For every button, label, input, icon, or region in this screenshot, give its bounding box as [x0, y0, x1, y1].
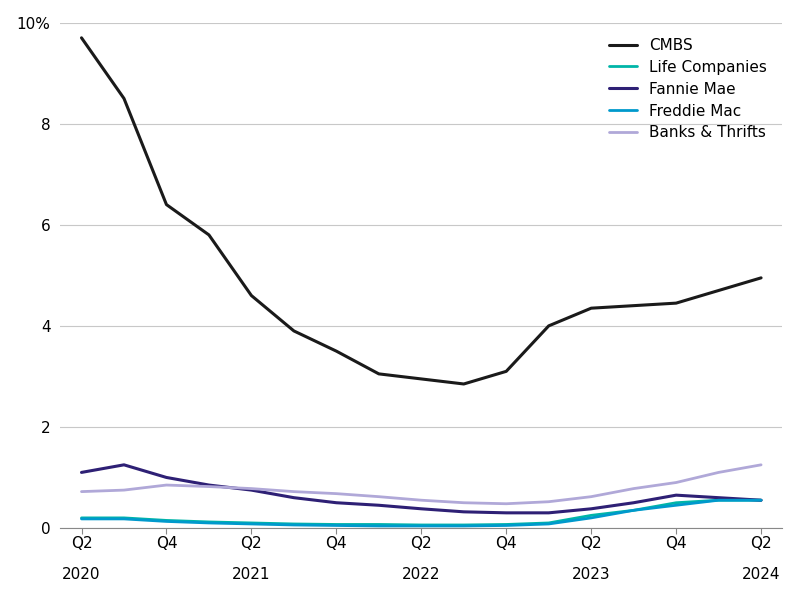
CMBS: [714, 287, 723, 294]
Life Companies: [289, 520, 298, 527]
Banks & Thrifts: [502, 500, 511, 508]
Life Companies: [586, 512, 596, 519]
Freddie Mac: [331, 522, 341, 529]
Freddie Mac: [162, 518, 171, 525]
Fannie Mae: [204, 481, 214, 488]
Fannie Mae: [246, 487, 256, 494]
Fannie Mae: [374, 502, 384, 509]
Text: 2024: 2024: [742, 567, 780, 582]
Banks & Thrifts: [629, 485, 638, 492]
Text: 2022: 2022: [402, 567, 441, 582]
Banks & Thrifts: [374, 493, 384, 500]
CMBS: [629, 302, 638, 309]
Fannie Mae: [544, 509, 554, 517]
Fannie Mae: [119, 461, 129, 469]
Banks & Thrifts: [756, 461, 766, 469]
Fannie Mae: [671, 491, 681, 499]
CMBS: [246, 292, 256, 299]
CMBS: [459, 380, 469, 388]
CMBS: [162, 201, 171, 208]
CMBS: [331, 347, 341, 355]
Freddie Mac: [77, 515, 86, 523]
Banks & Thrifts: [204, 483, 214, 490]
CMBS: [417, 376, 426, 383]
Life Companies: [756, 497, 766, 504]
Freddie Mac: [714, 497, 723, 504]
Line: CMBS: CMBS: [82, 38, 761, 384]
Banks & Thrifts: [459, 499, 469, 506]
Life Companies: [204, 518, 214, 526]
CMBS: [756, 274, 766, 281]
Banks & Thrifts: [714, 469, 723, 476]
Fannie Mae: [756, 497, 766, 504]
Freddie Mac: [417, 523, 426, 530]
Fannie Mae: [502, 509, 511, 517]
Fannie Mae: [77, 469, 86, 476]
Life Companies: [502, 521, 511, 528]
Freddie Mac: [544, 520, 554, 527]
Legend: CMBS, Life Companies, Fannie Mae, Freddie Mac, Banks & Thrifts: CMBS, Life Companies, Fannie Mae, Freddi…: [602, 31, 774, 148]
Life Companies: [331, 521, 341, 528]
Banks & Thrifts: [289, 488, 298, 495]
Life Companies: [162, 517, 171, 524]
Text: 2023: 2023: [572, 567, 610, 582]
Fannie Mae: [586, 505, 596, 512]
Freddie Mac: [502, 522, 511, 529]
Life Companies: [629, 507, 638, 514]
Life Companies: [77, 514, 86, 521]
Fannie Mae: [331, 499, 341, 506]
Freddie Mac: [586, 514, 596, 521]
Fannie Mae: [162, 474, 171, 481]
Life Companies: [459, 521, 469, 529]
Freddie Mac: [289, 521, 298, 529]
Banks & Thrifts: [246, 485, 256, 492]
Life Companies: [417, 521, 426, 529]
CMBS: [544, 322, 554, 329]
Line: Fannie Mae: Fannie Mae: [82, 465, 761, 513]
Text: 2020: 2020: [62, 567, 101, 582]
Banks & Thrifts: [77, 488, 86, 495]
Freddie Mac: [671, 502, 681, 509]
Life Companies: [374, 521, 384, 528]
Freddie Mac: [629, 507, 638, 514]
CMBS: [204, 232, 214, 239]
Banks & Thrifts: [671, 479, 681, 486]
Line: Life Companies: Life Companies: [82, 500, 761, 525]
Life Companies: [671, 499, 681, 506]
CMBS: [502, 368, 511, 375]
Life Companies: [544, 520, 554, 527]
Banks & Thrifts: [586, 493, 596, 500]
Banks & Thrifts: [544, 498, 554, 505]
Freddie Mac: [204, 520, 214, 527]
Freddie Mac: [459, 523, 469, 530]
Fannie Mae: [459, 508, 469, 515]
Line: Freddie Mac: Freddie Mac: [82, 500, 761, 526]
CMBS: [586, 305, 596, 312]
CMBS: [671, 299, 681, 307]
Life Companies: [246, 520, 256, 527]
Banks & Thrifts: [417, 497, 426, 504]
Freddie Mac: [119, 515, 129, 523]
CMBS: [289, 328, 298, 335]
CMBS: [77, 34, 86, 41]
Life Companies: [714, 497, 723, 504]
Text: 2021: 2021: [232, 567, 270, 582]
Freddie Mac: [246, 520, 256, 527]
Life Companies: [119, 514, 129, 521]
Fannie Mae: [289, 494, 298, 501]
CMBS: [374, 370, 384, 377]
Line: Banks & Thrifts: Banks & Thrifts: [82, 465, 761, 504]
CMBS: [119, 95, 129, 102]
Banks & Thrifts: [331, 490, 341, 497]
Fannie Mae: [417, 505, 426, 512]
Fannie Mae: [714, 494, 723, 501]
Freddie Mac: [756, 497, 766, 504]
Freddie Mac: [374, 523, 384, 530]
Banks & Thrifts: [162, 481, 171, 488]
Banks & Thrifts: [119, 487, 129, 494]
Fannie Mae: [629, 499, 638, 506]
